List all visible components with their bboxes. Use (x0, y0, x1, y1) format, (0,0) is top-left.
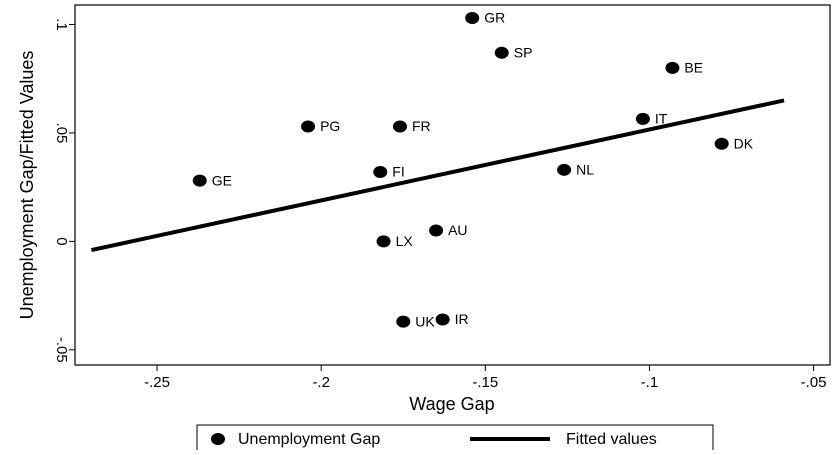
point-label: FI (392, 164, 404, 180)
y-tick-label: .1 (53, 18, 70, 31)
scatter-point (635, 112, 650, 125)
point-label: AU (448, 222, 467, 238)
point-label: GR (484, 10, 505, 26)
y-axis-title: Unemployment Gap/Fitted Values (17, 51, 37, 320)
point-label: IR (455, 311, 469, 327)
point-label: FR (412, 118, 431, 134)
x-tick-label: -.2 (312, 374, 330, 391)
scatter-point (301, 120, 316, 133)
point-label: PG (320, 118, 340, 134)
x-axis-title: Wage Gap (409, 394, 494, 414)
scatter-point (435, 313, 450, 326)
point-label: IT (655, 111, 668, 127)
legend-label: Unemployment Gap (238, 431, 380, 448)
point-label: DK (734, 135, 754, 151)
scatter-point (392, 120, 407, 133)
y-tick-label: -.05 (53, 337, 70, 363)
x-tick-label: -.25 (144, 374, 170, 391)
point-label: NL (576, 162, 594, 178)
legend-marker (211, 433, 225, 445)
scatter-point (494, 46, 509, 59)
scatter-point (376, 235, 391, 248)
point-label: GE (212, 172, 232, 188)
legend-label: Fitted values (566, 431, 657, 448)
point-label: SP (514, 44, 533, 60)
y-tick-label: .05 (53, 123, 70, 144)
point-label: UK (415, 313, 435, 329)
scatter-point (665, 61, 680, 74)
point-label: LX (396, 233, 414, 249)
scatter-point (373, 165, 388, 178)
scatter-point (714, 137, 729, 150)
y-tick-label: 0 (53, 237, 70, 245)
scatter-point (465, 12, 480, 25)
scatter-point (396, 315, 411, 328)
x-tick-label: -.15 (472, 374, 498, 391)
scatter-point (192, 174, 207, 187)
point-label: BE (684, 60, 703, 76)
scatter-point (429, 224, 444, 237)
fitted-line (90, 98, 785, 253)
x-tick-label: -.1 (641, 374, 659, 391)
plot-frame (74, 4, 831, 366)
scatter-point (557, 163, 572, 176)
x-tick-label: -.05 (801, 374, 827, 391)
